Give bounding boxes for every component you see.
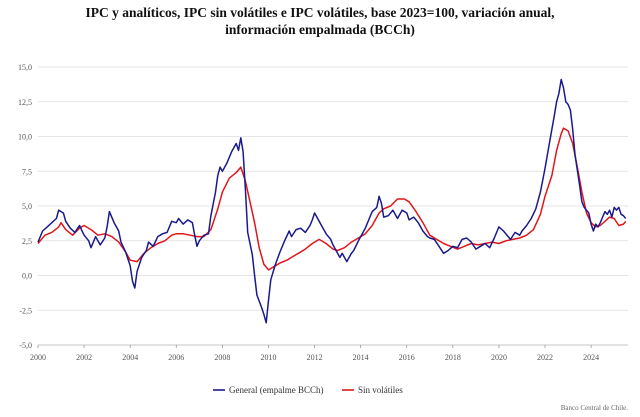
x-tick-label: 2024 [583, 353, 599, 362]
legend-label: General (empalme BCCh) [229, 385, 323, 395]
y-tick-label: 7,5 [22, 167, 32, 176]
x-tick-label: 2012 [307, 353, 323, 362]
y-tick-label: 2,5 [22, 237, 32, 246]
x-tick-label: 2002 [76, 353, 92, 362]
series-line-0 [37, 78, 627, 324]
gridlines [38, 66, 628, 346]
x-tick-label: 2010 [260, 353, 276, 362]
x-tick-label: 2006 [168, 353, 184, 362]
y-tick-label: 10,0 [18, 133, 32, 142]
legend-label: Sin volátiles [358, 385, 403, 395]
x-tick-label: 2014 [353, 353, 369, 362]
chart-title: IPC y analíticos, IPC sin volátiles e IP… [0, 4, 640, 38]
x-tick-label: 2020 [491, 353, 507, 362]
y-tick-label: 5,0 [22, 202, 32, 211]
legend: General (empalme BCCh) Sin volátiles [213, 385, 403, 395]
source-note: Banco Central de Chile. [561, 404, 629, 412]
y-tick-label: -2,5 [19, 306, 32, 315]
x-tick-label: 2016 [399, 353, 415, 362]
y-tick-label: 0,0 [22, 272, 32, 281]
series-line-1 [37, 127, 627, 271]
x-tick-label: 2022 [537, 353, 553, 362]
series-lines [37, 78, 627, 324]
x-tick-label: 2004 [122, 353, 138, 362]
x-tick-label: 2018 [445, 353, 461, 362]
y-tick-label: -5,0 [19, 341, 32, 350]
x-tick-label: 2000 [30, 353, 46, 362]
chart-title-line1: IPC y analíticos, IPC sin volátiles e IP… [85, 5, 555, 20]
y-tick-label: 15,0 [18, 63, 32, 72]
y-tick-label: 12,5 [18, 98, 32, 107]
x-tick-label: 2008 [214, 353, 230, 362]
axes: 15,0 12,5 10,0 7,5 5,0 2,5 0,0 -2,5 -5,0 2000 2002… [18, 63, 628, 362]
chart-title-line2: información empalmada (BCCh) [225, 22, 415, 37]
